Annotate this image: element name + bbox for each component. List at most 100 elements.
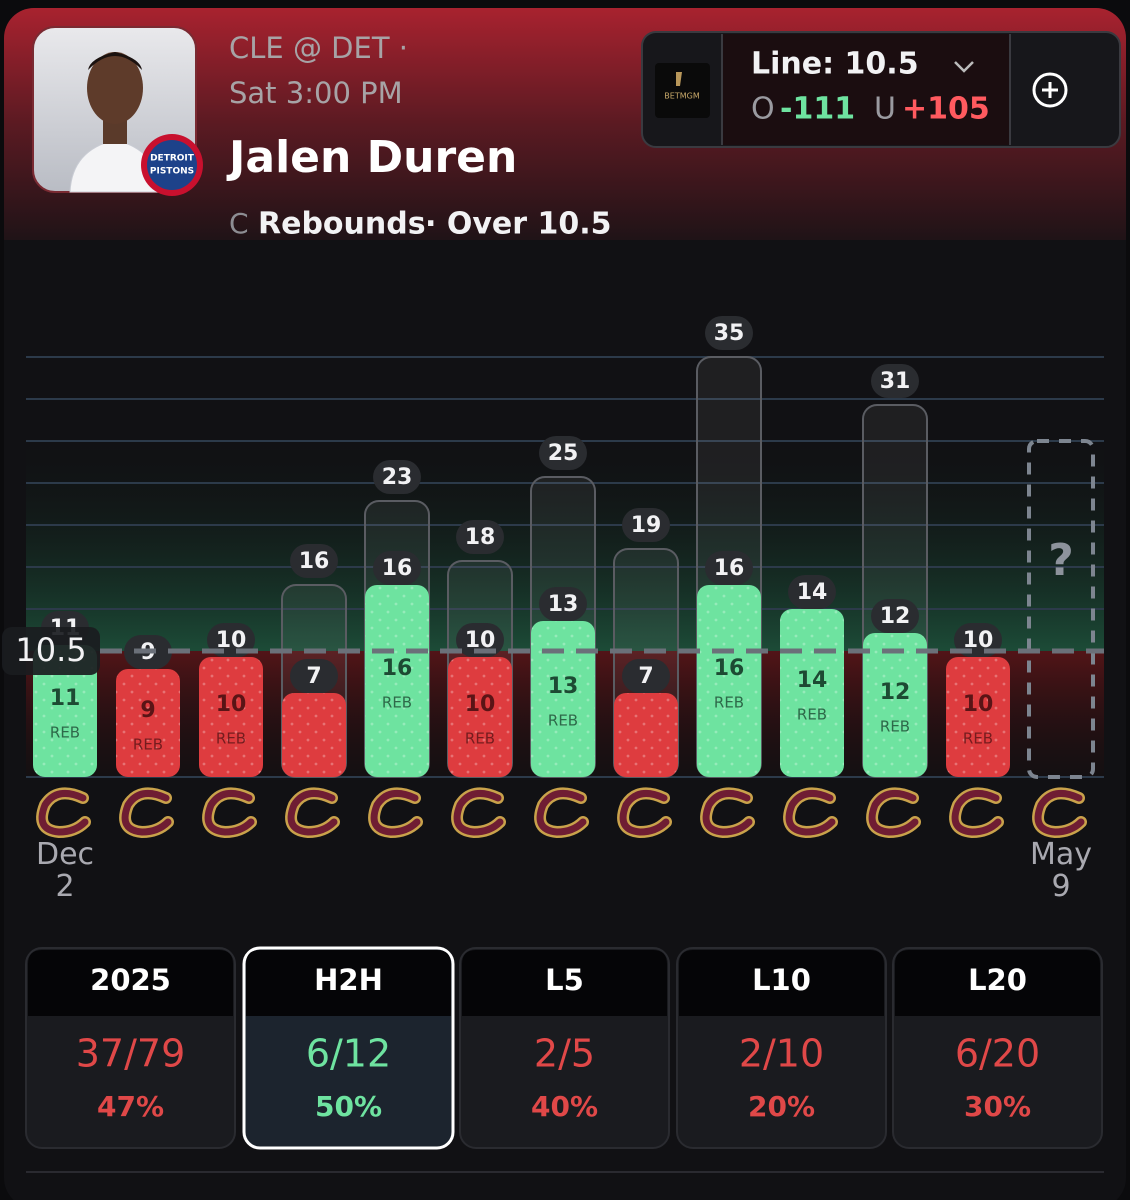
value-label: 14 [797, 580, 828, 605]
value-pill [622, 659, 670, 693]
chart: 1111REBDec299REB1010REB167231616REB18101… [2, 316, 1104, 904]
value-label: 12 [880, 604, 911, 629]
team-logo [1034, 789, 1085, 836]
player-silhouette [69, 52, 161, 193]
value-label: 35 [714, 321, 745, 346]
value-pill [705, 551, 753, 585]
inner-value: 13 [548, 674, 579, 699]
value-pill [290, 659, 338, 693]
team-logo [204, 789, 255, 836]
split-label: 2025 [90, 963, 171, 997]
value-pill [290, 544, 338, 578]
bar-texture [697, 585, 761, 777]
value-pill [622, 508, 670, 542]
split-header [246, 950, 451, 1016]
bar-texture [614, 693, 678, 777]
value-pill [539, 436, 587, 470]
inner-unit: REB [714, 694, 744, 712]
team-logo [287, 789, 338, 836]
split-pct: 20% [748, 1090, 815, 1123]
value-label: 7 [306, 664, 321, 689]
split-pct: 40% [531, 1090, 598, 1123]
inner-value: 9 [140, 698, 155, 723]
team-logo [951, 789, 1002, 836]
value-label: 18 [465, 525, 496, 550]
split-record: 2/10 [739, 1032, 824, 1076]
team-badge-inner [147, 140, 197, 190]
inner-unit: REB [797, 706, 827, 724]
dropdown-icon[interactable] [954, 61, 974, 73]
inner-unit: REB [382, 694, 412, 712]
bar-texture [199, 657, 263, 777]
team-logo [536, 789, 587, 836]
value-label: 25 [548, 441, 579, 466]
bar-texture [448, 657, 512, 777]
team-logo [868, 789, 919, 836]
line-value: Line: 10.5 [751, 47, 919, 82]
sportsbook-logo [655, 63, 710, 118]
bar-texture [863, 633, 927, 777]
value-pill [871, 599, 919, 633]
threshold-tag [2, 627, 100, 675]
team-logo [38, 789, 89, 836]
bar-texture [282, 693, 346, 777]
split-label: H2H [314, 963, 383, 997]
value-pill [705, 316, 753, 350]
value-label: 16 [299, 549, 330, 574]
matchup: CLE @ DET · [229, 31, 408, 65]
under-label: U [874, 92, 896, 127]
team-logo [702, 789, 753, 836]
split-record: 6/12 [306, 1032, 391, 1076]
inner-unit: REB [963, 730, 993, 748]
value-pill [539, 587, 587, 621]
split-record: 2/5 [534, 1032, 595, 1076]
over-label: O [751, 92, 775, 127]
inner-unit: REB [880, 718, 910, 736]
bar-texture [780, 609, 844, 777]
value-pill [871, 364, 919, 398]
bar-texture [531, 621, 595, 777]
x-tick-label: May 9 [1030, 837, 1092, 904]
team-logo [785, 789, 836, 836]
bar-texture [946, 657, 1010, 777]
value-pill [788, 575, 836, 609]
value-label: 16 [382, 556, 413, 581]
player-name: Jalen Duren [226, 132, 517, 183]
inner-value: 10 [216, 692, 247, 717]
value-label: 7 [638, 664, 653, 689]
inner-value: 16 [382, 656, 413, 681]
header-fade [4, 240, 1126, 270]
inner-unit: REB [50, 724, 80, 742]
add-button[interactable] [1032, 72, 1068, 108]
upcoming-bar [1027, 439, 1095, 779]
value-label: 19 [631, 513, 662, 538]
team-logo [370, 789, 421, 836]
line-selector[interactable] [722, 34, 1010, 145]
split-label: L20 [968, 963, 1027, 997]
upcoming-label: ? [1048, 535, 1074, 586]
inner-value: 10 [963, 692, 994, 717]
x-tick-label: Dec 2 [36, 837, 94, 904]
badge-text: PISTONS [150, 167, 194, 177]
inner-value: 16 [714, 656, 745, 681]
value-label: 23 [382, 465, 413, 490]
value-label: 16 [714, 556, 745, 581]
bar-texture [116, 669, 180, 777]
add-icon [1042, 82, 1058, 98]
pick: · Over 10.5 [425, 207, 612, 242]
team-logo [121, 789, 172, 836]
sportsbook-mark [676, 72, 682, 86]
inner-value: 14 [797, 668, 828, 693]
value-label: 31 [880, 369, 911, 394]
inner-unit: REB [216, 730, 246, 748]
split-header [679, 950, 884, 1016]
value-pill [373, 551, 421, 585]
split-label: L10 [752, 963, 811, 997]
value-label: 13 [548, 592, 579, 617]
inner-value: 11 [50, 686, 81, 711]
bar-texture [365, 585, 429, 777]
split-header [462, 950, 667, 1016]
split-header [28, 950, 233, 1016]
sportsbook-name: BETMGM [664, 92, 700, 101]
